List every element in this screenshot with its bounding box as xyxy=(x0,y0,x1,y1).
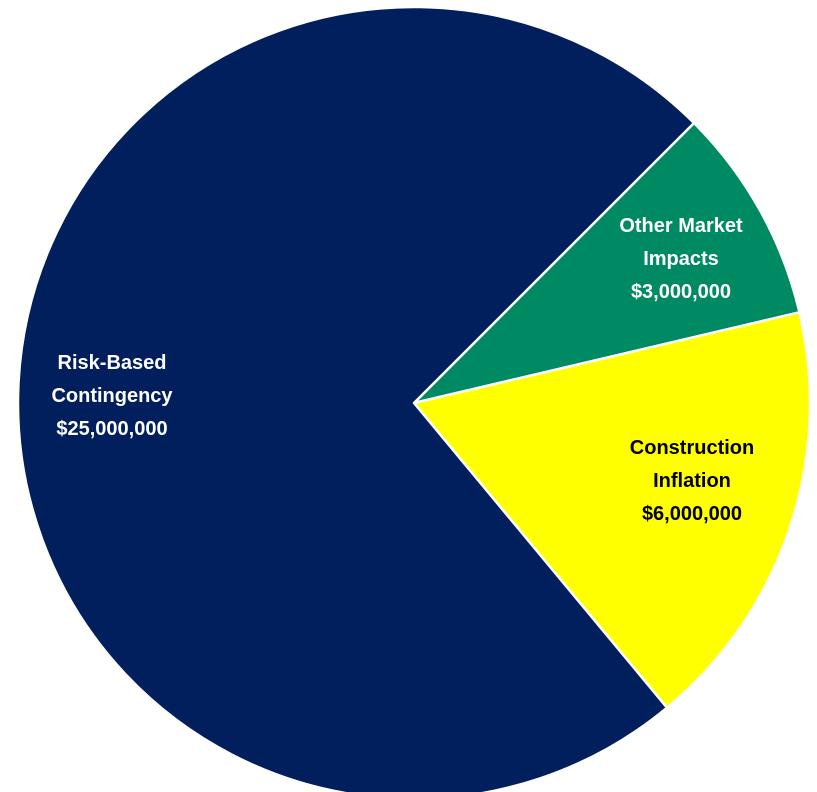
slice-label-line: Other Market xyxy=(619,215,743,237)
pie-slice-2 xyxy=(16,5,696,792)
slice-label-line: $25,000,000 xyxy=(56,418,167,440)
slice-label-line: Risk-Based xyxy=(58,352,167,374)
slice-label-line: Impacts xyxy=(643,248,719,270)
slice-label-line: Contingency xyxy=(51,385,173,407)
slice-label-line: $3,000,000 xyxy=(631,281,731,303)
slice-label-2: Risk-Based Contingency $25,000,000 xyxy=(51,352,173,440)
slice-label-line: Inflation xyxy=(653,470,731,492)
slice-label-line: Construction xyxy=(630,437,754,459)
slice-label-line: $6,000,000 xyxy=(642,503,742,525)
slice-label-0: Other Market Impacts $3,000,000 xyxy=(619,215,743,303)
pie-slice-1 xyxy=(412,311,812,709)
pie-slice-0 xyxy=(412,121,801,405)
slice-label-1: Construction Inflation $6,000,000 xyxy=(630,437,754,525)
